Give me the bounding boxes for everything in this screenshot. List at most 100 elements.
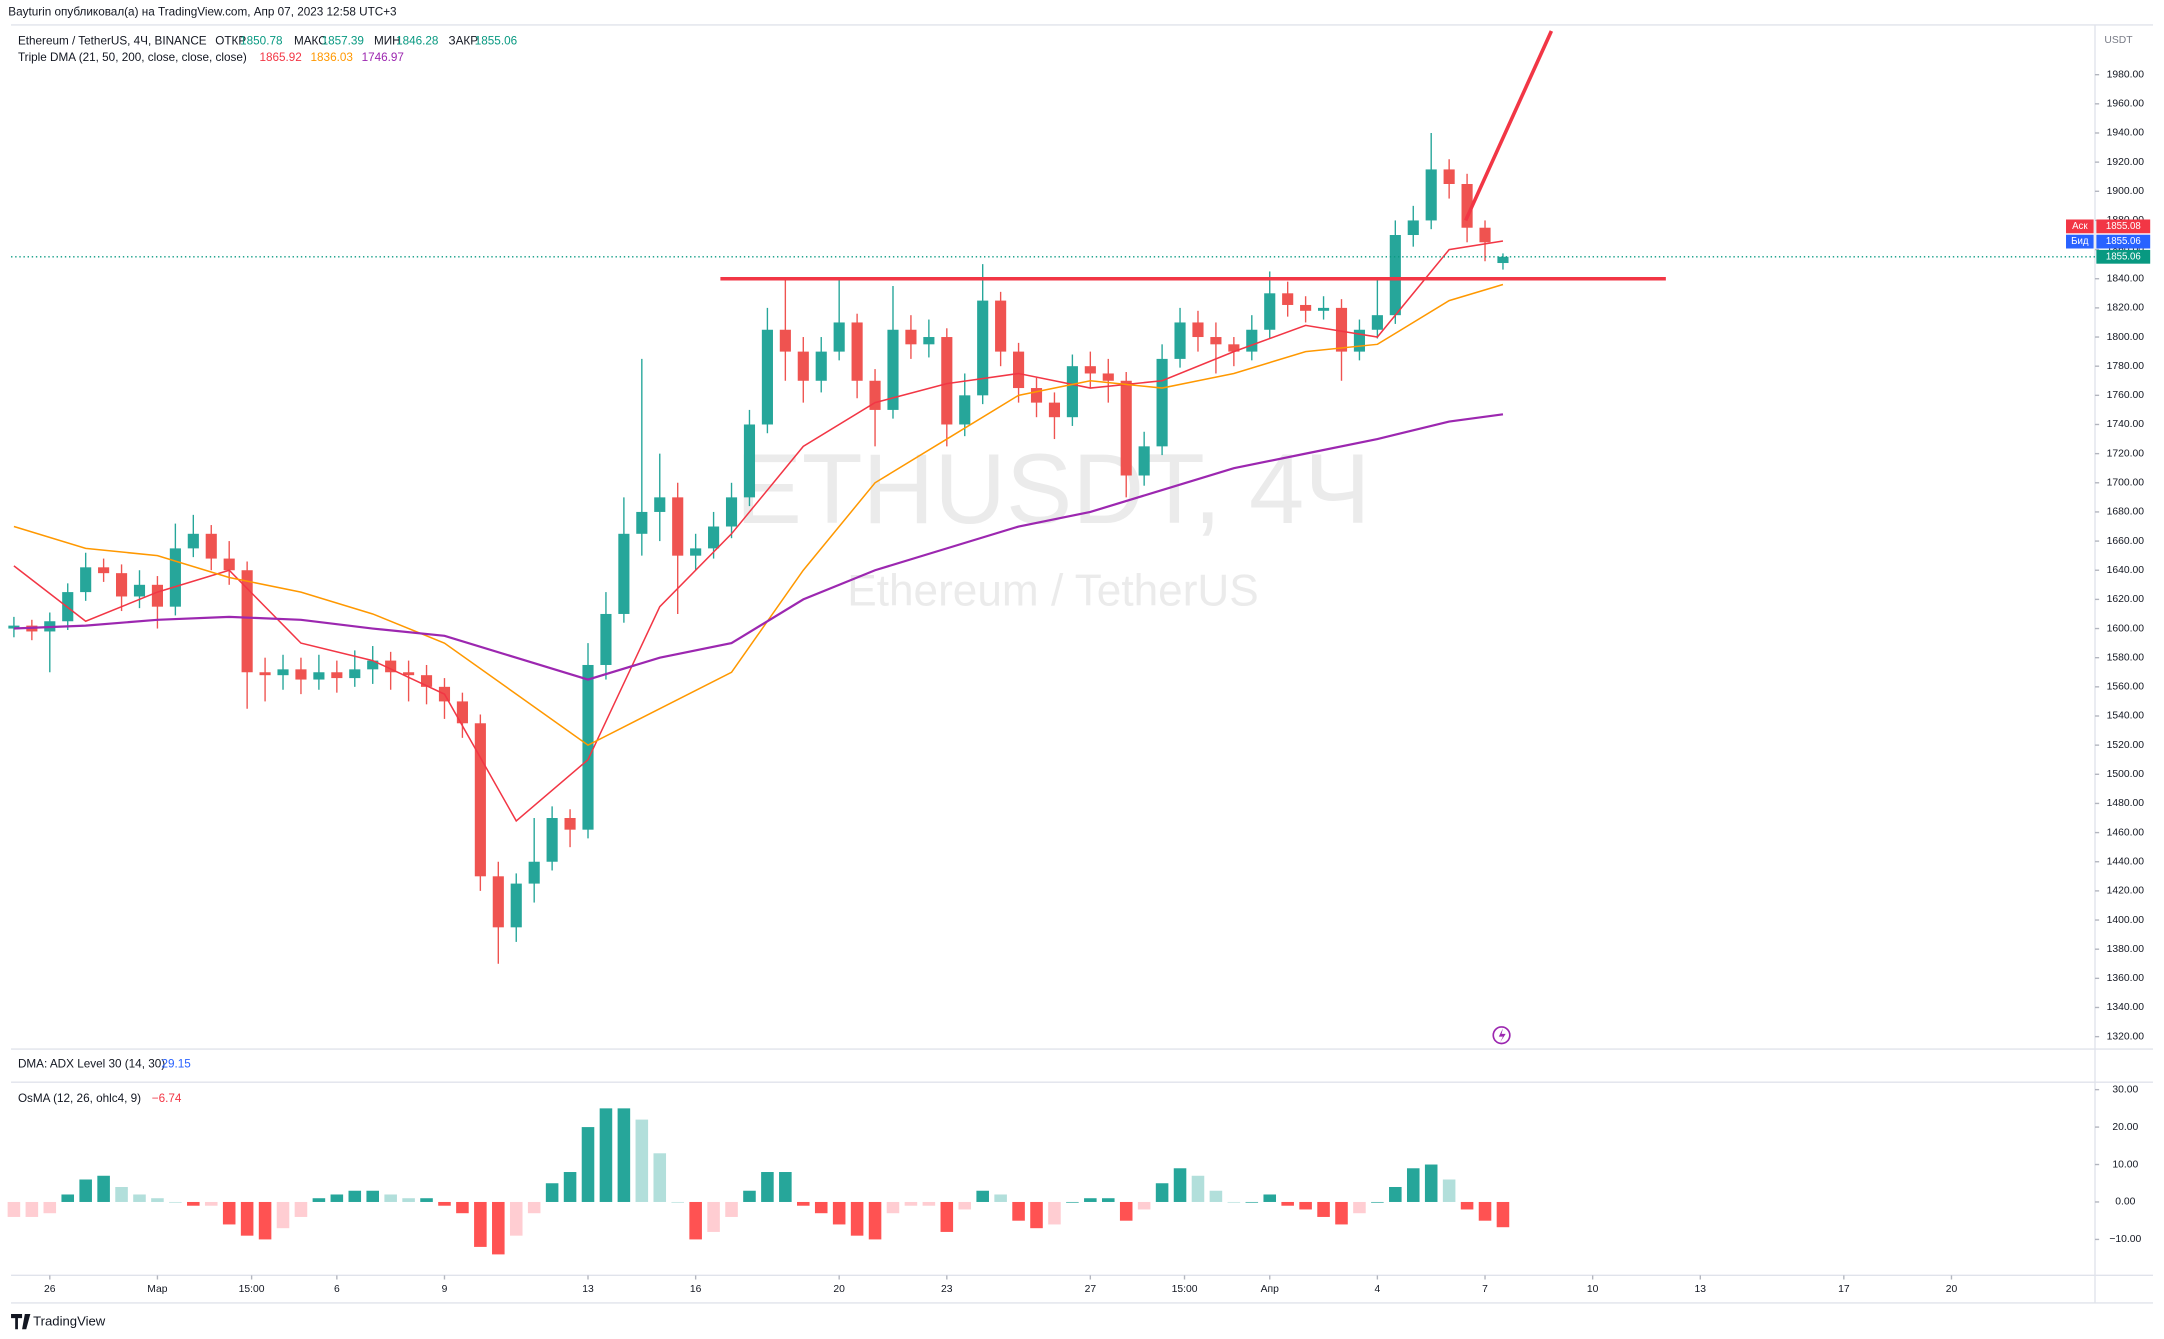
osma-bar [653, 1153, 667, 1202]
osma-bar [420, 1198, 433, 1202]
candle-body [564, 818, 576, 830]
osma-bar [1227, 1201, 1241, 1203]
osma-bar [689, 1201, 702, 1240]
candle-body [905, 329, 917, 345]
indicator-value: 1836.03 [311, 51, 353, 64]
candle-body [1192, 322, 1204, 338]
quote-label-box [2066, 219, 2094, 234]
y-tick-label: 1820.00 [2107, 303, 2145, 314]
osma-bar [438, 1201, 451, 1206]
osma-bar [25, 1201, 39, 1217]
osma-tick-label: 20.00 [2112, 1122, 2138, 1133]
osma-bar [1137, 1201, 1151, 1210]
y-tick-label: 1540.00 [2107, 711, 2145, 722]
quote-label: Бид [2071, 236, 2089, 247]
osma-bar [43, 1201, 57, 1214]
candle-body [80, 567, 92, 593]
osma-bar [492, 1201, 505, 1255]
osma-bar [384, 1194, 397, 1202]
candle-body [690, 548, 702, 556]
candle-body [1138, 446, 1150, 476]
x-tick-label: 15:00 [239, 1284, 265, 1295]
osma-bar [1317, 1201, 1330, 1217]
x-tick-label: 6 [334, 1284, 340, 1295]
ohlc-label: ЗАКР [449, 35, 479, 48]
osma-bar [922, 1201, 936, 1206]
y-tick-label: 1780.00 [2107, 361, 2145, 372]
candle-body [1066, 366, 1078, 418]
candle-body [1479, 227, 1491, 243]
osma-bar [1084, 1198, 1097, 1202]
candle-body [313, 672, 325, 680]
osma-bar [868, 1201, 882, 1240]
osma-bar [743, 1190, 756, 1202]
y-tick-label: 1320.00 [2107, 1031, 2145, 1042]
osma-bar [994, 1194, 1007, 1202]
osma-bar [886, 1201, 900, 1214]
y-tick-label: 1660.00 [2107, 536, 2145, 547]
osma-bar [904, 1201, 918, 1206]
osma-bar [509, 1201, 523, 1236]
osma-bar [258, 1201, 272, 1240]
logo-text: TradingView [33, 1314, 106, 1329]
candle-body [995, 300, 1007, 352]
y-tick-label: 1600.00 [2107, 623, 2145, 634]
osma-bar [1424, 1164, 1438, 1202]
quote-box [2096, 219, 2151, 234]
y-tick-label: 1380.00 [2107, 944, 2145, 955]
candle-body [98, 567, 110, 574]
event-icon[interactable] [1492, 1026, 1511, 1045]
candle-body [1174, 322, 1186, 359]
osma-bar [366, 1190, 379, 1202]
osma-value: −6.74 [152, 1092, 182, 1105]
osma-bar [814, 1201, 828, 1214]
osma-bar [527, 1201, 541, 1214]
y-tick-label: 1940.00 [2107, 128, 2145, 139]
candle-body [528, 861, 540, 884]
osma-bar [1299, 1201, 1312, 1210]
candle-body [223, 558, 235, 571]
osma-bar [1353, 1201, 1366, 1214]
osma-bar [1496, 1201, 1510, 1228]
x-tick-label: 17 [1838, 1284, 1850, 1295]
osma-bar [1460, 1201, 1474, 1210]
candle-body [672, 497, 684, 556]
candle-body [241, 570, 253, 673]
osma-bar [294, 1201, 308, 1217]
osma-bar [1263, 1194, 1277, 1202]
candle-body [187, 533, 199, 549]
osma-tick-label: 10.00 [2112, 1159, 2138, 1170]
candle-body [1425, 169, 1437, 221]
candle-body [959, 395, 971, 425]
x-tick-label: 7 [1482, 1284, 1488, 1295]
osma-bar [240, 1201, 254, 1236]
osma-bar [1119, 1201, 1133, 1221]
candle-body [331, 672, 343, 679]
candle-body [1102, 373, 1114, 381]
candle-body [1443, 169, 1455, 184]
y-tick-label: 1440.00 [2107, 856, 2145, 867]
y-tick-label: 1360.00 [2107, 973, 2145, 984]
candle-body [1497, 256, 1509, 264]
candle-body [385, 660, 397, 673]
adx-title: DMA: ADX Level 30 (14, 30) [18, 1057, 165, 1070]
candle-body [941, 337, 953, 425]
x-tick-label: 10 [1587, 1284, 1599, 1295]
candle-body [761, 329, 773, 425]
publication-info: Bayturin опубликовал(а) на TradingView.c… [8, 6, 396, 19]
x-tick-label: 26 [44, 1284, 56, 1295]
osma-bar [1442, 1179, 1456, 1202]
osma-bar [79, 1179, 92, 1202]
candle-body [115, 573, 128, 597]
candle-body [815, 351, 827, 381]
osma-bar [276, 1201, 290, 1229]
quote-label-box [2066, 234, 2094, 249]
candle-body [133, 584, 146, 597]
candle-body [8, 625, 20, 629]
candle-body [1120, 380, 1132, 476]
osma-bar [312, 1198, 326, 1202]
dma-line [13, 240, 1504, 823]
osma-bar [563, 1172, 577, 1202]
